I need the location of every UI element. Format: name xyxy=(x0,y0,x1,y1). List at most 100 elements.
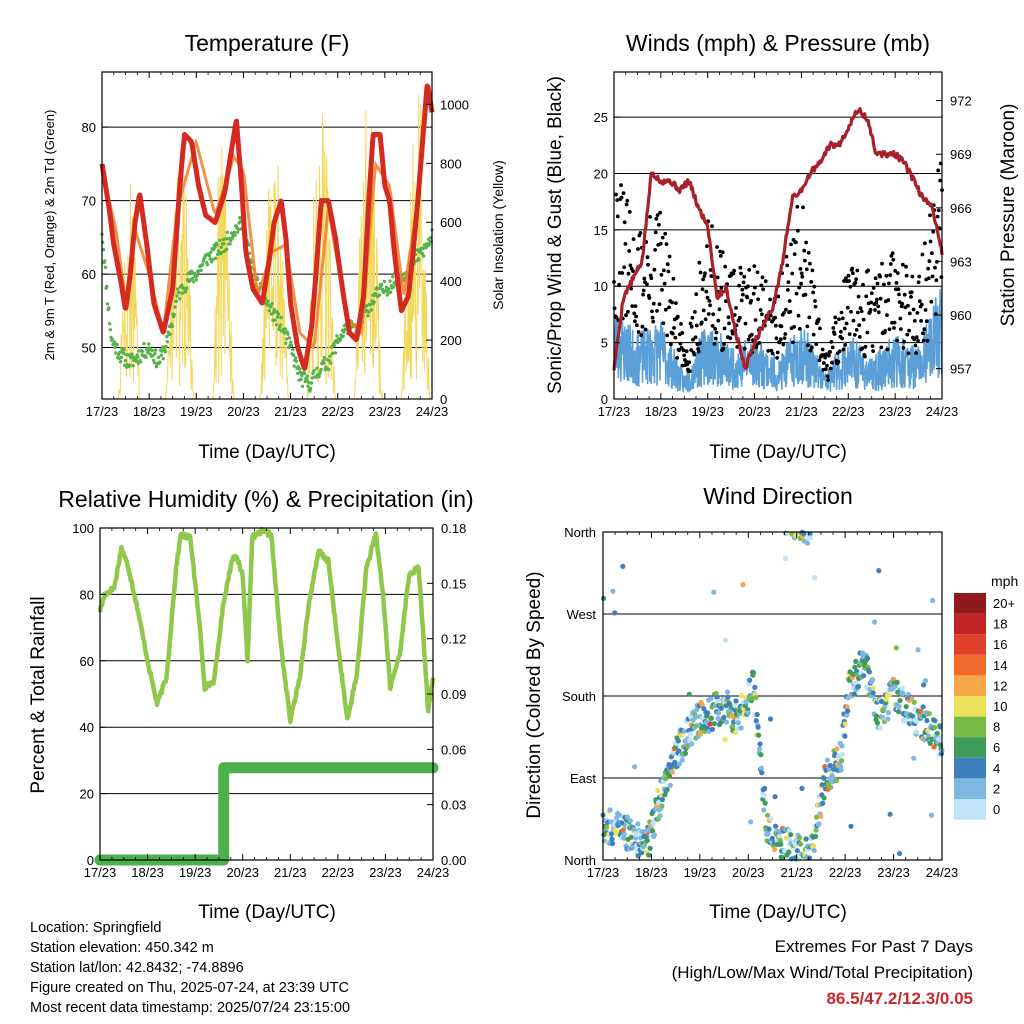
recent-timestamp: Most recent data timestamp: 2025/07/24 2… xyxy=(30,1000,351,1016)
dewpoint-point xyxy=(220,250,224,255)
gust-point xyxy=(746,284,750,289)
direction-point xyxy=(698,731,704,737)
direction-point xyxy=(644,837,650,844)
direction-point xyxy=(646,852,652,858)
gust-point xyxy=(902,292,907,297)
dewpoint-point xyxy=(414,259,418,263)
gust-point xyxy=(864,294,869,299)
humidity-ytick-label: 60 xyxy=(80,654,94,669)
gust-point xyxy=(631,269,635,274)
direction-point xyxy=(824,757,831,763)
direction-point xyxy=(811,847,817,854)
direction-xtick-label: 21/23 xyxy=(780,865,813,880)
dewpoint-point xyxy=(300,384,305,388)
gust-point xyxy=(736,318,741,323)
direction-point xyxy=(663,776,669,782)
temperature-ytick-right-label: 1000 xyxy=(440,97,469,112)
dewpoint-point xyxy=(207,253,212,258)
direction-point xyxy=(743,699,749,705)
direction-point xyxy=(922,737,928,743)
gust-point xyxy=(851,318,856,323)
gust-point xyxy=(714,330,719,335)
gust-point xyxy=(679,322,683,326)
gust-point xyxy=(660,235,665,240)
direction-point xyxy=(754,711,760,718)
gust-point xyxy=(678,341,683,346)
dewpoint-point xyxy=(129,352,134,356)
direction-point xyxy=(738,725,744,731)
direction-point xyxy=(821,775,827,781)
colorbar-label: 8 xyxy=(993,720,1000,735)
direction-point xyxy=(755,724,761,730)
direction-point xyxy=(811,843,817,849)
dewpoint-point xyxy=(127,363,132,367)
gust-point xyxy=(782,336,787,340)
gust-point xyxy=(909,295,913,299)
direction-point xyxy=(762,785,768,792)
extremes-heading: Extremes For Past 7 Days xyxy=(774,937,973,956)
gust-point xyxy=(766,349,771,353)
dewpoint-point xyxy=(308,389,312,393)
direction-point xyxy=(814,814,820,820)
gust-point xyxy=(930,274,935,279)
gust-point xyxy=(840,336,844,341)
colorbar-swatch xyxy=(954,716,986,738)
direction-point xyxy=(872,619,878,625)
gust-point xyxy=(912,337,917,342)
humidity-xtick-label: 18/23 xyxy=(131,865,164,880)
gust-point xyxy=(849,309,853,314)
gust-point xyxy=(816,317,821,322)
direction-point xyxy=(758,765,765,771)
direction-point xyxy=(929,812,935,818)
dewpoint-point xyxy=(108,328,113,332)
gust-point xyxy=(675,356,680,360)
gust-point xyxy=(692,352,697,357)
direction-point xyxy=(649,828,656,834)
dewpoint-point xyxy=(341,334,345,338)
gust-point xyxy=(757,341,762,345)
gust-point xyxy=(753,285,757,290)
temperature-ytick-label: 60 xyxy=(82,267,96,282)
direction-point xyxy=(779,854,785,860)
colorbar-label: 6 xyxy=(993,740,1000,755)
gust-point xyxy=(870,344,875,348)
direction-point xyxy=(807,535,814,541)
gust-point xyxy=(817,358,822,363)
direction-point xyxy=(842,733,848,739)
gust-point xyxy=(732,268,736,273)
gust-point xyxy=(689,324,694,329)
direction-point xyxy=(861,673,867,679)
dewpoint-point xyxy=(282,331,287,335)
direction-point xyxy=(854,668,860,674)
dewpoint-point xyxy=(317,375,321,379)
direction-point xyxy=(767,716,774,722)
gust-point xyxy=(820,347,825,352)
gust-point xyxy=(667,305,671,310)
dewpoint-point xyxy=(119,355,124,360)
gust-point xyxy=(821,361,826,365)
gust-point xyxy=(638,231,643,235)
direction-point xyxy=(821,795,827,801)
gust-point xyxy=(739,298,744,303)
gust-point xyxy=(688,321,693,326)
direction-point xyxy=(813,827,819,833)
precip-series xyxy=(94,762,439,866)
direction-ytick-label: South xyxy=(562,689,596,704)
gust-point xyxy=(663,231,668,236)
dewpoint-point xyxy=(294,359,298,363)
gust-point xyxy=(657,222,661,227)
direction-point xyxy=(786,827,792,833)
gust-point xyxy=(878,296,883,301)
gust-point xyxy=(773,323,778,328)
gust-point xyxy=(831,326,836,330)
direction-point xyxy=(870,690,876,696)
gust-point xyxy=(929,299,934,304)
direction-point xyxy=(635,821,641,827)
gust-point xyxy=(898,316,903,321)
winds-ytick-label: 25 xyxy=(594,110,608,125)
gust-point xyxy=(645,282,649,287)
gust-point xyxy=(619,183,623,188)
gust-point xyxy=(690,315,695,320)
dewpoint-point xyxy=(218,238,222,243)
gust-point xyxy=(799,281,803,286)
